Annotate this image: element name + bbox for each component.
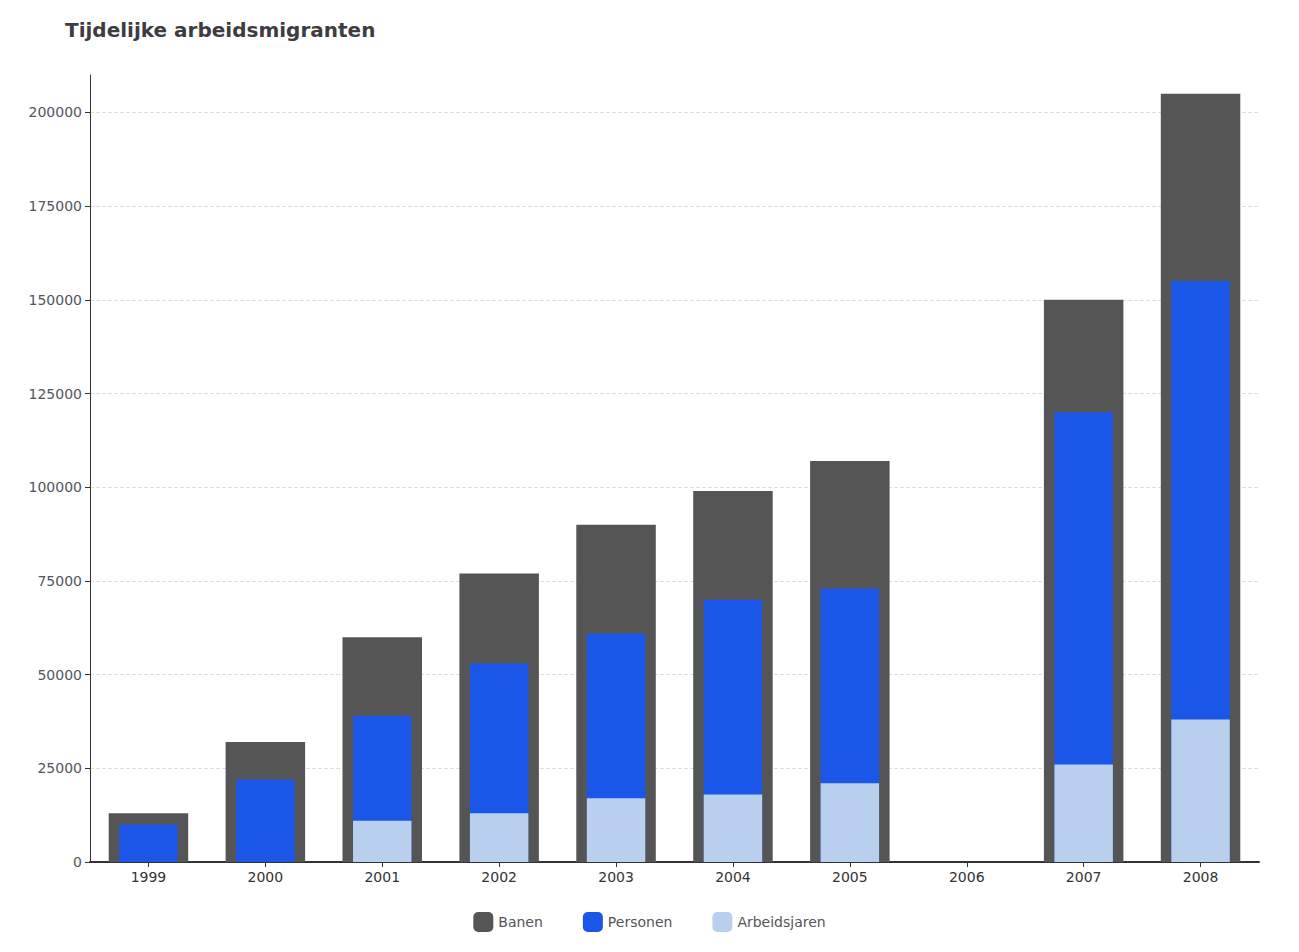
svg-text:2007: 2007 <box>1066 869 1102 885</box>
svg-text:2000: 2000 <box>248 869 284 885</box>
svg-text:2008: 2008 <box>1183 869 1219 885</box>
svg-text:2001: 2001 <box>364 869 400 885</box>
svg-text:25000: 25000 <box>37 760 82 776</box>
svg-text:125000: 125000 <box>29 386 82 402</box>
svg-text:2002: 2002 <box>481 869 517 885</box>
svg-text:2006: 2006 <box>949 869 985 885</box>
svg-text:75000: 75000 <box>37 573 82 589</box>
svg-text:0: 0 <box>73 854 82 870</box>
svg-text:2004: 2004 <box>715 869 751 885</box>
svg-text:175000: 175000 <box>29 198 82 214</box>
svg-text:50000: 50000 <box>37 667 82 683</box>
svg-text:Arbeidsjaren: Arbeidsjaren <box>737 914 825 930</box>
svg-text:100000: 100000 <box>29 479 82 495</box>
svg-text:Personen: Personen <box>608 914 673 930</box>
svg-text:Banen: Banen <box>498 914 543 930</box>
svg-text:150000: 150000 <box>29 292 82 308</box>
svg-text:2003: 2003 <box>598 869 634 885</box>
svg-text:Tijdelijke arbeidsmigranten: Tijdelijke arbeidsmigranten <box>65 18 375 42</box>
svg-text:2005: 2005 <box>832 869 868 885</box>
svg-text:200000: 200000 <box>29 104 82 120</box>
svg-text:1999: 1999 <box>131 869 167 885</box>
